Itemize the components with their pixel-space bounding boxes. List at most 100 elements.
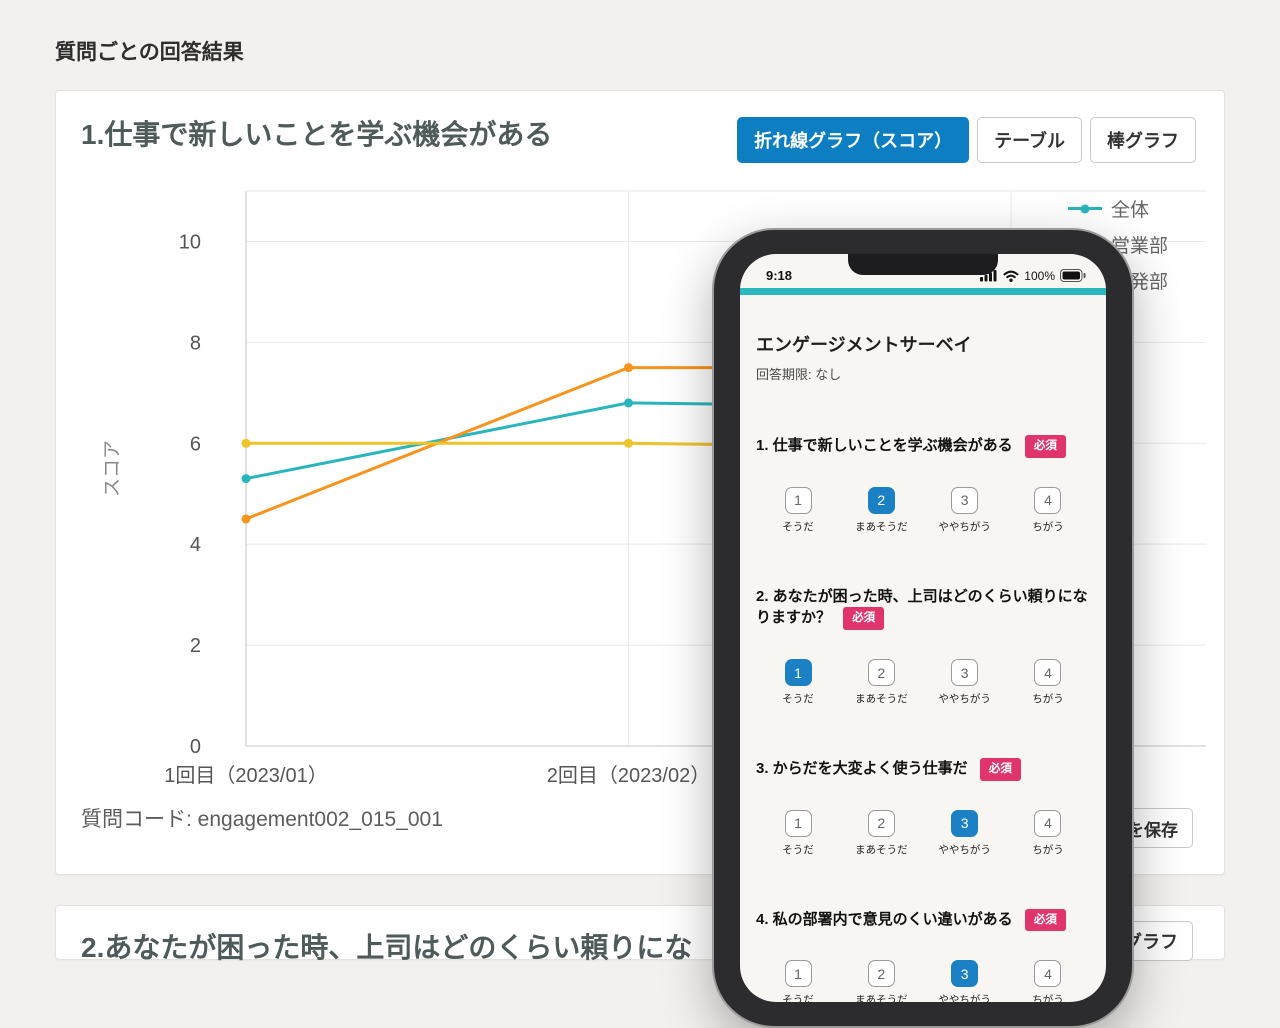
rating-option-3[interactable]: 3 ややちがう	[929, 960, 1001, 1002]
svg-text:8: 8	[190, 332, 201, 354]
rating-label: ちがう	[1032, 693, 1064, 706]
survey-title: エンゲージメントサーベイ	[756, 335, 972, 355]
svg-text:6: 6	[190, 433, 201, 455]
rating-box[interactable]: 2	[867, 809, 895, 837]
rating-label: ややちがう	[938, 994, 991, 1002]
survey-deadline: 回答期限: なし	[756, 367, 842, 382]
legend-label: 全体	[1111, 200, 1150, 221]
question-text: 3. からだを大変よく使う仕事だ	[756, 760, 968, 778]
survey-form: エンゲージメントサーベイ 回答期限: なし 1. 仕事で新しいことを学ぶ機会があ…	[740, 331, 1106, 1002]
phone-mockup: 9:18 100%	[712, 228, 1134, 1028]
phone-notch	[848, 254, 998, 275]
rating-options: 1 そうだ 2 まあそうだ 3 ややちがう 4 ちがう	[756, 659, 1090, 706]
rating-box[interactable]: 1	[784, 960, 812, 988]
rating-label: ちがう	[1032, 843, 1064, 856]
signal-strength-icon	[980, 269, 997, 281]
question-text: 2. あなたが困った時、上司はどのくらい頼りになりますか？	[756, 587, 1088, 627]
rating-option-2[interactable]: 2 まあそうだ	[845, 960, 917, 1002]
rating-label: まあそうだ	[855, 843, 908, 856]
tab-bar-chart[interactable]: 棒グラフ	[1090, 117, 1196, 163]
rating-box[interactable]: 2	[867, 486, 895, 514]
svg-text:スコア: スコア	[102, 440, 123, 497]
rating-box[interactable]: 1	[784, 809, 812, 837]
survey-accent-bar	[740, 288, 1106, 295]
rating-label: ややちがう	[938, 693, 991, 706]
rating-label: ちがう	[1032, 994, 1064, 1002]
survey-question-1: 1. 仕事で新しいことを学ぶ機会がある 必須 1 そうだ 2 まあそうだ 3 や…	[756, 435, 1090, 534]
question-code: 質問コード: engagement002_015_001	[81, 808, 443, 831]
chart-type-tabs: 折れ線グラフ（スコア） テーブル 棒グラフ	[737, 117, 1196, 163]
question-1-heading: 1.仕事で新しいことを学ぶ機会がある	[81, 119, 553, 150]
rating-box[interactable]: 3	[951, 486, 979, 514]
tab-line-chart[interactable]: 折れ線グラフ（スコア）	[737, 117, 970, 163]
rating-option-2[interactable]: 2 まあそうだ	[845, 659, 917, 706]
survey-question-3: 3. からだを大変よく使う仕事だ 必須 1 そうだ 2 まあそうだ 3 ややちが…	[756, 758, 1090, 857]
rating-label: そうだ	[782, 520, 814, 533]
rating-option-1[interactable]: 1 そうだ	[762, 486, 834, 534]
rating-box[interactable]: 3	[951, 960, 979, 988]
rating-option-4[interactable]: 4 ちがう	[1012, 960, 1084, 1002]
rating-option-1[interactable]: 1 そうだ	[762, 809, 834, 857]
rating-box[interactable]: 4	[1034, 960, 1062, 988]
rating-box[interactable]: 2	[867, 960, 895, 988]
svg-text:4: 4	[190, 534, 201, 556]
rating-option-1[interactable]: 1 そうだ	[762, 659, 834, 706]
question-text: 4. 私の部署内で意見のくい違いがある	[756, 910, 1013, 928]
svg-text:0: 0	[190, 736, 201, 758]
rating-option-3[interactable]: 3 ややちがう	[929, 486, 1001, 534]
rating-options: 1 そうだ 2 まあそうだ 3 ややちがう 4 ちがう	[756, 809, 1090, 857]
phone-screen: 9:18 100%	[740, 254, 1106, 1002]
svg-text:2回目（2023/02）: 2回目（2023/02）	[547, 764, 710, 787]
rating-label: ややちがう	[938, 843, 991, 856]
legend-item-zentai: 全体	[1068, 195, 1168, 222]
rating-label: そうだ	[782, 693, 814, 706]
rating-option-4[interactable]: 4 ちがう	[1012, 809, 1084, 857]
rating-options: 1 そうだ 2 まあそうだ 3 ややちがう 4 ちがう	[756, 486, 1090, 534]
status-icons: 100%	[980, 269, 1086, 283]
rating-option-2[interactable]: 2 まあそうだ	[845, 809, 917, 857]
survey-question-2: 2. あなたが困った時、上司はどのくらい頼りになりますか？ 必須 1 そうだ 2…	[756, 586, 1090, 706]
rating-option-4[interactable]: 4 ちがう	[1012, 486, 1084, 534]
status-time: 9:18	[766, 268, 793, 283]
rating-box[interactable]: 4	[1034, 809, 1062, 837]
legend-swatch-icon	[1068, 207, 1102, 210]
rating-box[interactable]: 3	[951, 659, 979, 687]
rating-label: ちがう	[1032, 520, 1064, 533]
legend-label: 営業部	[1111, 236, 1169, 257]
rating-option-3[interactable]: 3 ややちがう	[929, 659, 1001, 706]
rating-box[interactable]: 1	[784, 659, 812, 687]
battery-percent: 100%	[1024, 268, 1055, 283]
required-badge: 必須	[1024, 908, 1066, 932]
rating-options: 1 そうだ 2 まあそうだ 3 ややちがう 4 ちがう	[756, 960, 1090, 1002]
rating-box[interactable]: 4	[1034, 659, 1062, 687]
page-title: 質問ごとの回答結果	[55, 41, 244, 64]
rating-box[interactable]: 3	[951, 809, 979, 837]
survey-results-page: { "page": { "title": "質問ごとの回答結果" }, "col…	[0, 0, 1280, 960]
required-badge: 必須	[979, 758, 1021, 781]
phone-status-bar: 9:18 100%	[740, 254, 1106, 288]
wifi-icon	[1003, 270, 1019, 282]
svg-text:2: 2	[190, 635, 201, 657]
tab-table[interactable]: テーブル	[977, 117, 1082, 163]
rating-box[interactable]: 4	[1034, 486, 1062, 514]
svg-text:1回目（2023/01）: 1回目（2023/01）	[164, 764, 327, 787]
rating-label: そうだ	[782, 843, 814, 856]
rating-label: まあそうだ	[855, 520, 908, 533]
rating-box[interactable]: 2	[867, 659, 895, 687]
rating-option-3[interactable]: 3 ややちがう	[929, 809, 1001, 857]
required-badge: 必須	[843, 607, 885, 631]
required-badge: 必須	[1024, 435, 1066, 458]
rating-option-1[interactable]: 1 そうだ	[762, 960, 834, 1002]
svg-text:10: 10	[179, 231, 201, 253]
rating-option-2[interactable]: 2 まあそうだ	[845, 486, 917, 534]
rating-box[interactable]: 1	[784, 486, 812, 514]
survey-question-4: 4. 私の部署内で意見のくい違いがある 必須 1 そうだ 2 まあそうだ 3 や…	[756, 908, 1090, 1002]
battery-icon	[1060, 269, 1086, 282]
rating-label: そうだ	[782, 994, 814, 1002]
rating-label: まあそうだ	[855, 693, 908, 706]
rating-label: まあそうだ	[855, 994, 908, 1002]
rating-option-4[interactable]: 4 ちがう	[1012, 659, 1084, 706]
question-2-heading: 2.あなたが困った時、上司はどのくらい頼りにな	[81, 932, 693, 963]
question-text: 1. 仕事で新しいことを学ぶ機会がある	[756, 437, 1013, 454]
rating-label: ややちがう	[938, 520, 991, 533]
